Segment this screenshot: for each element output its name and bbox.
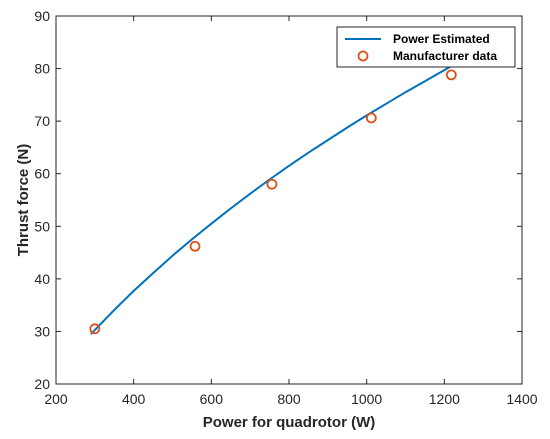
y-tick-label: 90 <box>34 8 50 24</box>
y-tick-label: 30 <box>34 323 50 339</box>
x-tick-label: 1200 <box>429 391 460 407</box>
x-tick-label: 1400 <box>506 391 537 407</box>
x-axis-title: Power for quadrotor (W) <box>203 414 376 431</box>
x-tick-label: 400 <box>122 391 146 407</box>
x-tick-label: 600 <box>200 391 224 407</box>
y-tick-label: 20 <box>34 376 50 392</box>
legend-box <box>336 26 516 68</box>
x-axis-ticks: 200 400 600 800 1000 1200 1400 <box>44 16 538 407</box>
manufacturer-data-point <box>445 69 457 81</box>
y-axis-title: Thrust force (N) <box>15 144 32 257</box>
x-tick-label: 800 <box>277 391 301 407</box>
series-layer <box>89 47 484 335</box>
y-tick-label: 40 <box>34 271 50 287</box>
y-tick-label: 70 <box>34 113 50 129</box>
y-axis-ticks: 20 30 40 50 60 70 80 90 <box>34 8 522 392</box>
x-tick-label: 200 <box>44 391 68 407</box>
y-tick-label: 50 <box>34 218 50 234</box>
legend-label-power-estimated: Power Estimated <box>393 32 490 46</box>
y-tick-label: 80 <box>34 61 50 77</box>
manufacturer-data-point <box>89 323 101 335</box>
manufacturer-data-point <box>189 240 201 252</box>
y-tick-label: 60 <box>34 166 50 182</box>
plot-area <box>55 15 523 385</box>
series-line-power-estimated <box>90 47 484 335</box>
legend-marker-swatch <box>357 50 369 62</box>
x-tick-label: 1000 <box>351 391 382 407</box>
plot-frame <box>55 15 523 385</box>
manufacturer-data-point <box>365 112 377 124</box>
legend-label-manufacturer-data: Manufacturer data <box>393 49 497 63</box>
legend: Power Estimated Manufacturer data <box>336 26 516 68</box>
manufacturer-data-point <box>266 178 278 190</box>
